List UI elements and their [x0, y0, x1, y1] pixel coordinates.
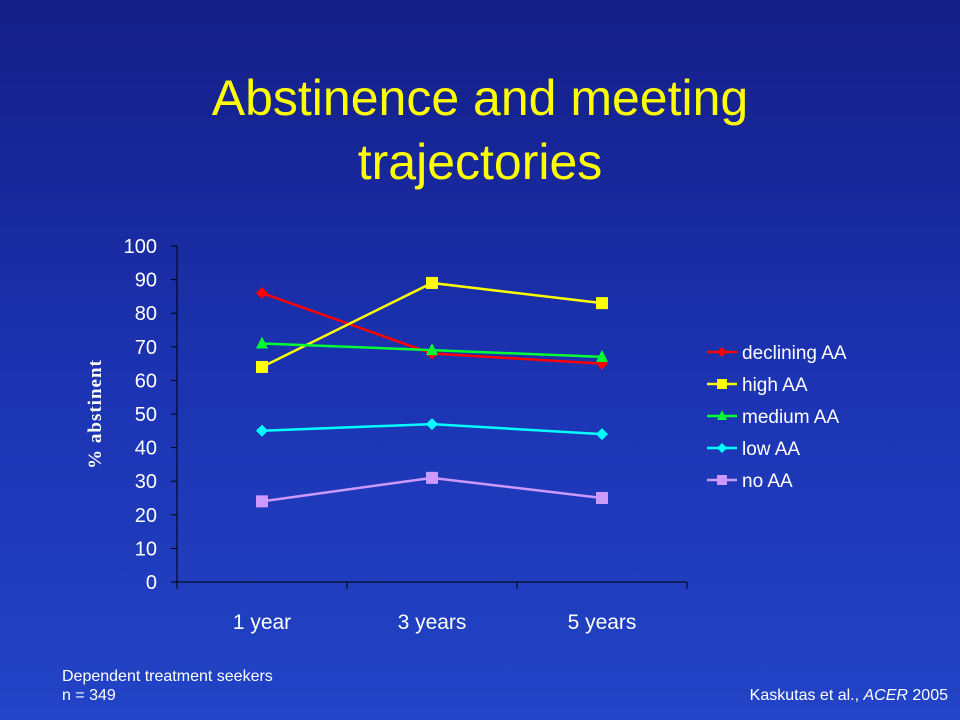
data-point	[596, 428, 608, 441]
data-point	[426, 471, 438, 484]
data-point	[256, 360, 268, 373]
legend-marker	[717, 347, 727, 357]
footnote: Dependent treatment seekers n = 349	[62, 667, 273, 705]
y-tick-label: 0	[146, 572, 157, 594]
legend-label: no AA	[742, 471, 793, 492]
title-line-1: Abstinence and meeting	[211, 70, 749, 126]
data-point	[256, 424, 268, 437]
legend-label: medium AA	[742, 407, 839, 428]
slide-title: Abstinence and meeting trajectories	[0, 66, 960, 194]
y-tick-label: 100	[124, 236, 157, 258]
legend-label: high AA	[742, 375, 808, 396]
y-tick-label: 30	[135, 471, 157, 493]
legend-label: low AA	[742, 439, 800, 460]
citation-authors: Kaskutas et al.,	[749, 687, 864, 704]
x-tick-label: 3 years	[398, 611, 467, 634]
data-point	[596, 297, 608, 310]
citation-year: 2005	[907, 687, 948, 704]
data-point	[256, 287, 268, 300]
footnote-line-1: Dependent treatment seekers	[62, 668, 273, 685]
x-tick-label: 1 year	[233, 611, 291, 634]
legend-label: declining AA	[742, 343, 847, 364]
legend-marker	[717, 379, 727, 389]
y-tick-label: 40	[135, 438, 157, 460]
y-tick-label: 10	[135, 538, 157, 560]
y-tick-label: 70	[135, 337, 157, 359]
data-point	[256, 495, 268, 508]
data-point	[426, 418, 438, 431]
data-point	[426, 276, 438, 289]
x-tick-label: 5 years	[568, 611, 637, 634]
y-tick-label: 60	[135, 370, 157, 392]
y-axis-label: % abstinent	[85, 359, 106, 469]
data-point	[596, 349, 608, 362]
data-point	[256, 336, 268, 349]
y-tick-label: 90	[135, 270, 157, 292]
y-tick-label: 80	[135, 303, 157, 325]
footnote-line-2: n = 349	[62, 687, 116, 704]
legend-marker	[717, 410, 727, 420]
data-point	[596, 492, 608, 504]
citation: Kaskutas et al., ACER 2005	[750, 686, 948, 705]
legend-marker	[717, 443, 727, 453]
y-tick-label: 50	[135, 404, 157, 426]
data-point	[426, 343, 438, 356]
legend-marker	[717, 475, 727, 485]
citation-journal: ACER	[863, 687, 908, 704]
y-tick-label: 20	[135, 505, 157, 527]
title-line-2: trajectories	[357, 134, 603, 190]
